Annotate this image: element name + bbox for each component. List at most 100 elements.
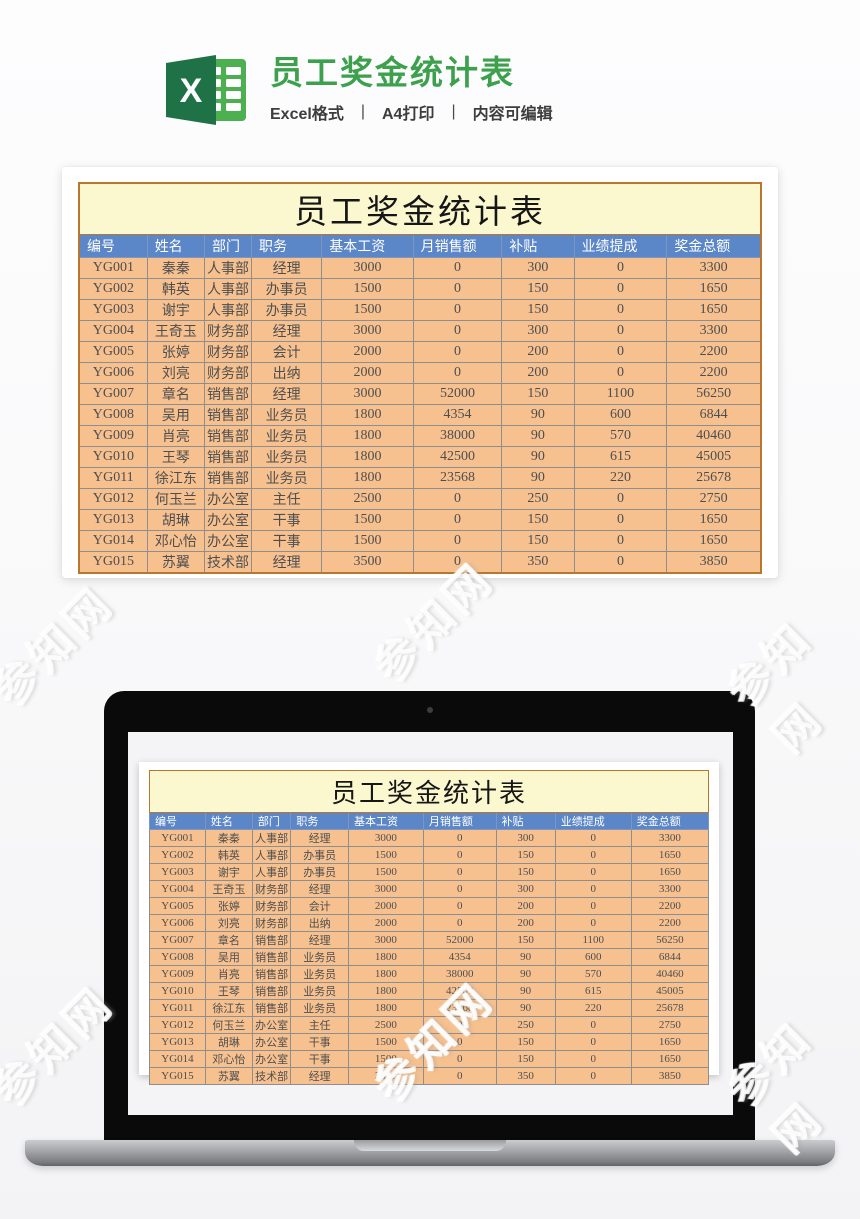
cell: 经理 <box>290 931 349 949</box>
table-row: YG004 王奇玉 财务部 经理 3000 0 300 0 3300 <box>78 320 762 342</box>
cell: 570 <box>573 425 668 447</box>
cell: 300 <box>501 257 575 279</box>
table-row: YG003 谢宇 人事部 办事员 1500 0 150 0 1650 <box>149 863 710 881</box>
cell: 3300 <box>666 320 762 342</box>
cell: 350 <box>495 1067 556 1085</box>
cell: 人事部 <box>203 257 253 279</box>
cell: 6844 <box>630 948 710 966</box>
cell: 章名 <box>146 383 205 405</box>
cell: YG002 <box>78 278 148 300</box>
excel-icon: X <box>166 55 248 125</box>
cell: 经理 <box>251 320 323 342</box>
cell: 0 <box>412 320 503 342</box>
webcam-icon <box>426 707 433 713</box>
table-row: YG014 邓心怡 办公室 干事 1500 0 150 0 1650 <box>78 530 762 552</box>
cell: 250 <box>501 488 575 510</box>
cell: 0 <box>573 320 668 342</box>
table-row: YG013 胡琳 办公室 干事 1500 0 150 0 1650 <box>78 509 762 531</box>
cell: 200 <box>501 341 575 363</box>
cell: 1800 <box>347 999 424 1017</box>
column-header: 月销售额 <box>422 812 497 830</box>
cell: 办公室 <box>251 1033 292 1051</box>
column-header: 业绩提成 <box>573 234 668 258</box>
cell: 0 <box>554 1033 632 1051</box>
cell: 150 <box>501 530 575 552</box>
cell: 0 <box>554 1016 632 1034</box>
cell: 1500 <box>321 530 414 552</box>
cell: 办公室 <box>251 1050 292 1068</box>
column-header: 姓名 <box>204 812 253 830</box>
table-row: YG008 吴用 销售部 业务员 1800 4354 90 600 6844 <box>78 404 762 426</box>
cell: 40460 <box>630 965 710 983</box>
cell: 0 <box>573 530 668 552</box>
cell: 0 <box>573 509 668 531</box>
cell: 谢宇 <box>204 863 253 881</box>
cell: 0 <box>573 362 668 384</box>
column-header: 职务 <box>290 812 349 830</box>
laptop-page-sheet: 员工奖金统计表 编号 姓名 部门 职务 基本工资 月销售额 补贴 业绩提成 奖金总额 YG001 秦秦… <box>139 762 719 1085</box>
cell: 财务部 <box>251 914 292 932</box>
cell: 销售部 <box>203 467 253 489</box>
cell: 人事部 <box>203 299 253 321</box>
cell: YG003 <box>78 299 148 321</box>
cell: 3850 <box>630 1067 710 1085</box>
cell: 章名 <box>204 931 253 949</box>
cell: 胡琳 <box>146 509 205 531</box>
cell: 1650 <box>666 530 762 552</box>
cell: 1650 <box>630 846 710 864</box>
cell: 办事员 <box>290 863 349 881</box>
cell: 25678 <box>630 999 710 1017</box>
table-title-row: 员工奖金统计表 <box>149 770 709 813</box>
table-row: YG001 秦秦 人事部 经理 3000 0 300 0 3300 <box>149 829 710 847</box>
cell: 邓心怡 <box>146 530 205 552</box>
cell: 0 <box>412 299 503 321</box>
cell: 经理 <box>251 383 323 405</box>
cell: YG013 <box>149 1033 206 1051</box>
cell: 0 <box>554 880 632 898</box>
cell: 200 <box>495 897 556 915</box>
cell: 1500 <box>347 846 424 864</box>
cell: 干事 <box>251 509 323 531</box>
table-row: YG002 韩英 人事部 办事员 1500 0 150 0 1650 <box>78 278 762 300</box>
cell: 42500 <box>412 446 503 468</box>
cell: 人事部 <box>251 863 292 881</box>
cell: 人事部 <box>251 829 292 847</box>
cell: 3300 <box>630 880 710 898</box>
table-row: YG008 吴用 销售部 业务员 1800 4354 90 600 6844 <box>149 948 710 966</box>
table-title: 员工奖金统计表 <box>149 770 709 813</box>
cell: 0 <box>422 1050 497 1068</box>
cell: 0 <box>422 846 497 864</box>
cell: YG005 <box>78 341 148 363</box>
cell: 150 <box>495 1033 556 1051</box>
cell: 1650 <box>666 278 762 300</box>
cell: 0 <box>412 257 503 279</box>
table-row: YG001 秦秦 人事部 经理 3000 0 300 0 3300 <box>78 257 762 279</box>
cell: 0 <box>573 551 668 574</box>
cell: 业务员 <box>290 982 349 1000</box>
table-row: YG003 谢宇 人事部 办事员 1500 0 150 0 1650 <box>78 299 762 321</box>
laptop-base-notch <box>354 1140 506 1151</box>
cell: 150 <box>495 846 556 864</box>
cell: 刘亮 <box>204 914 253 932</box>
cell: 吴用 <box>146 404 205 426</box>
laptop-base <box>25 1140 835 1166</box>
cell: 韩英 <box>204 846 253 864</box>
cell: 销售部 <box>203 425 253 447</box>
cell: 25678 <box>666 467 762 489</box>
cell: 56250 <box>666 383 762 405</box>
cell: 150 <box>495 931 556 949</box>
table-preview-card: 员工奖金统计表 编号 姓名 部门 职务 基本工资 月销售额 补贴 业绩提成 奖金总额 YG001 秦秦… <box>62 167 778 578</box>
cell: 技术部 <box>251 1067 292 1085</box>
cell: 干事 <box>251 530 323 552</box>
cell: 0 <box>422 863 497 881</box>
cell: 570 <box>554 965 632 983</box>
cell: 23568 <box>422 999 497 1017</box>
bonus-table: 员工奖金统计表 编号 姓名 部门 职务 基本工资 月销售额 补贴 业绩提成 奖金总额 YG001 秦秦… <box>78 182 762 574</box>
cell: 0 <box>412 362 503 384</box>
subtitle-print: A4打印 <box>381 106 435 123</box>
cell: 2000 <box>321 341 414 363</box>
cell: 邓心怡 <box>204 1050 253 1068</box>
column-header: 基本工资 <box>321 234 414 258</box>
cell: 经理 <box>251 551 323 574</box>
cell: 1800 <box>321 425 414 447</box>
